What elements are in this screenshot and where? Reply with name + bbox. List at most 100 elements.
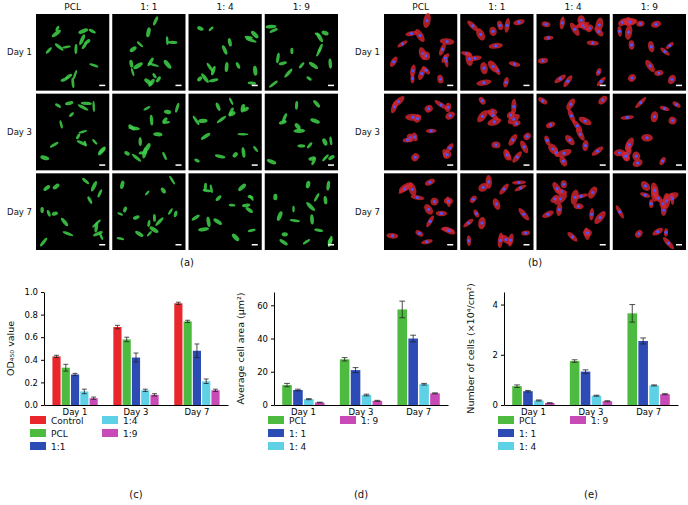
nucleus-shape bbox=[445, 40, 448, 43]
nucleus-shape bbox=[541, 59, 544, 62]
row-label: Day 1 bbox=[355, 47, 380, 57]
cell-shape bbox=[92, 230, 103, 237]
series bbox=[62, 320, 192, 405]
error-cap bbox=[213, 391, 218, 392]
nucleus-shape bbox=[468, 57, 471, 60]
cell-shape bbox=[444, 198, 453, 205]
nucleus-shape bbox=[573, 28, 576, 31]
nucleus-shape bbox=[475, 212, 478, 215]
error-cap bbox=[284, 386, 290, 387]
error-bar bbox=[124, 337, 129, 342]
micrograph-background bbox=[613, 14, 686, 91]
tick: 4 bbox=[493, 300, 504, 310]
cell-shape bbox=[315, 32, 324, 44]
bar bbox=[62, 368, 70, 405]
micrograph-background bbox=[384, 94, 457, 171]
cell-shape bbox=[549, 193, 560, 204]
cell-shape bbox=[78, 27, 89, 34]
nucleus-shape bbox=[504, 81, 507, 84]
cell-shape bbox=[240, 104, 246, 113]
nucleus-shape bbox=[524, 231, 527, 234]
cell-shape bbox=[504, 18, 511, 33]
cell-shape bbox=[68, 111, 75, 117]
error-bar bbox=[295, 389, 301, 391]
bar bbox=[80, 391, 88, 405]
series bbox=[52, 302, 182, 405]
nucleus-shape bbox=[516, 155, 519, 158]
bar bbox=[397, 309, 407, 405]
column-label: 1: 4 bbox=[564, 2, 582, 12]
cell-shape bbox=[39, 237, 48, 247]
cell-shape bbox=[227, 38, 232, 47]
error-cap bbox=[124, 341, 129, 342]
nucleus-shape bbox=[671, 197, 674, 200]
cell-shape bbox=[620, 115, 634, 121]
cell-shape bbox=[276, 210, 284, 221]
error-cap bbox=[317, 402, 323, 403]
error-cap bbox=[410, 341, 416, 342]
legend-item: 1: 4 bbox=[268, 442, 307, 452]
legend-swatch bbox=[268, 416, 284, 424]
cell-shape bbox=[72, 70, 78, 80]
micrograph-background bbox=[112, 14, 185, 91]
cell-shape bbox=[577, 115, 592, 127]
tick-label: 0.6 bbox=[24, 332, 38, 342]
cell-shape bbox=[665, 41, 675, 50]
tick: 1.0 bbox=[24, 287, 44, 297]
nucleus-shape bbox=[555, 187, 558, 190]
legend-item: 1:1 bbox=[30, 442, 65, 452]
axis-line bbox=[275, 405, 449, 406]
cell-shape bbox=[116, 236, 124, 240]
cell-shape bbox=[237, 182, 247, 192]
cell-shape bbox=[196, 75, 203, 82]
scale-bar bbox=[328, 244, 334, 246]
cell-shape bbox=[164, 109, 172, 115]
series bbox=[80, 379, 210, 405]
nucleus-shape bbox=[584, 144, 587, 147]
panel-label: (b) bbox=[528, 257, 542, 268]
nucleus-shape bbox=[512, 105, 515, 108]
axis-line bbox=[504, 293, 505, 406]
cell-shape bbox=[491, 197, 502, 211]
cell-shape bbox=[634, 96, 648, 110]
cell-shape bbox=[514, 183, 527, 192]
cell-shape bbox=[194, 158, 201, 164]
nucleus-shape bbox=[668, 44, 671, 47]
micrograph-background bbox=[265, 94, 338, 171]
cell-shape bbox=[486, 59, 500, 75]
error-bar bbox=[134, 353, 139, 362]
error-cap bbox=[662, 393, 668, 394]
micrograph bbox=[613, 173, 686, 250]
cell-shape bbox=[442, 225, 457, 236]
nucleus-shape bbox=[618, 30, 621, 33]
nucleus-shape bbox=[449, 114, 452, 117]
nucleus-shape bbox=[663, 50, 666, 53]
error-cap bbox=[536, 399, 542, 400]
cell-shape bbox=[154, 216, 164, 227]
tick-mark bbox=[271, 339, 274, 340]
cell-shape bbox=[55, 25, 61, 32]
cell-shape bbox=[593, 25, 605, 38]
cell-shape bbox=[429, 197, 439, 207]
nucleus-shape bbox=[597, 30, 600, 33]
nucleus-shape bbox=[661, 160, 664, 163]
cell-shape bbox=[592, 209, 608, 226]
error-cap bbox=[399, 301, 405, 302]
nucleus-shape bbox=[569, 103, 572, 106]
error-line bbox=[632, 305, 633, 323]
cell-shape bbox=[191, 214, 201, 222]
error-cap bbox=[547, 403, 553, 404]
cell-shape bbox=[202, 189, 211, 193]
cell-shape bbox=[43, 184, 51, 192]
cell-shape bbox=[496, 20, 504, 31]
axis-title: Average cell area (μm²) bbox=[235, 292, 246, 404]
cell-shape bbox=[242, 203, 251, 208]
cell-shape bbox=[512, 180, 526, 185]
error-bar bbox=[204, 379, 209, 384]
tick: 0.0 bbox=[24, 400, 44, 410]
cell-shape bbox=[590, 145, 604, 158]
cell-shape bbox=[60, 217, 69, 227]
nucleus-shape bbox=[571, 235, 574, 238]
bar bbox=[123, 339, 131, 405]
tick-mark bbox=[41, 382, 44, 383]
